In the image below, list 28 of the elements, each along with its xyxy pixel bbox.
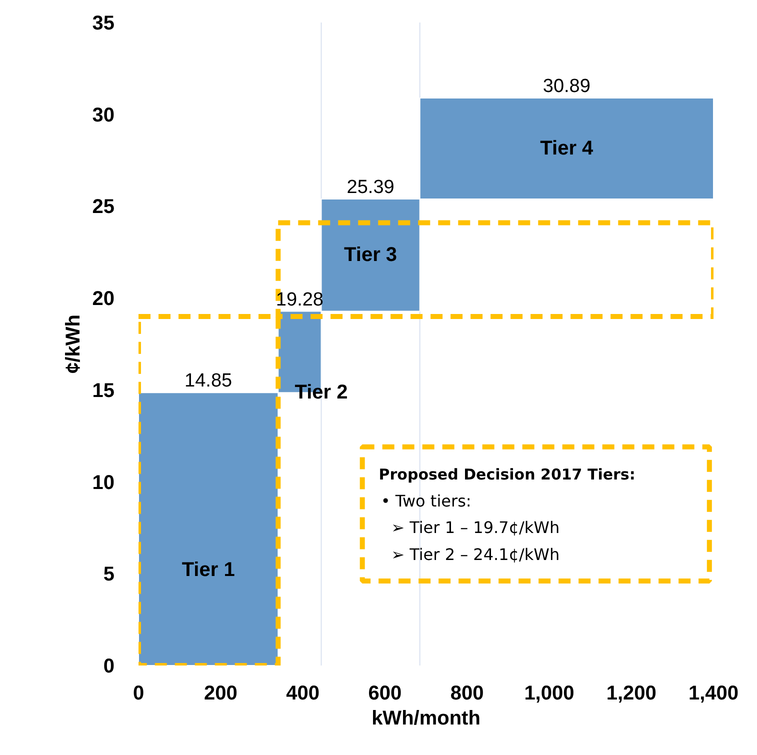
y-axis-title: ¢/kWh [62,314,84,374]
x-tick-label: 1,400 [688,682,739,704]
data-label: 30.89 [542,76,590,98]
annotation: ➢ Tier 2 – 24.1¢/kWh [391,544,560,564]
x-axis-title: kWh/month [372,708,480,730]
annotation: Tier 4 [540,138,594,160]
x-tick-label: 1,000 [524,682,574,704]
annotation: Tier 3 [344,244,398,266]
x-tick-label: 600 [368,682,402,704]
y-tick-label: 0 [103,656,114,678]
annotation: Proposed Decision 2017 Tiers: [378,465,636,484]
x-tick-label: 800 [450,682,484,704]
data-label: 14.85 [184,370,232,392]
y-tick-label: 35 [92,12,115,34]
data-label: 25.39 [346,177,394,198]
y-tick-label: 15 [92,380,115,402]
x-tick-label: 200 [204,682,238,704]
annotation: Tier 1 [182,559,235,582]
y-tick-label: 25 [92,196,115,218]
x-tick-label: 1,200 [606,682,656,704]
annotation: ➢ Tier 1 – 19.7¢/kWh [391,518,560,538]
x-tick-label: 0 [132,682,144,704]
y-tick-label: 10 [92,472,115,494]
y-tick-label: 20 [92,288,115,310]
y-tick-label: 5 [103,564,114,586]
x-tick-label: 400 [286,682,320,704]
annotation: • Two tiers: [380,492,472,511]
y-tick-label: 30 [92,104,115,126]
